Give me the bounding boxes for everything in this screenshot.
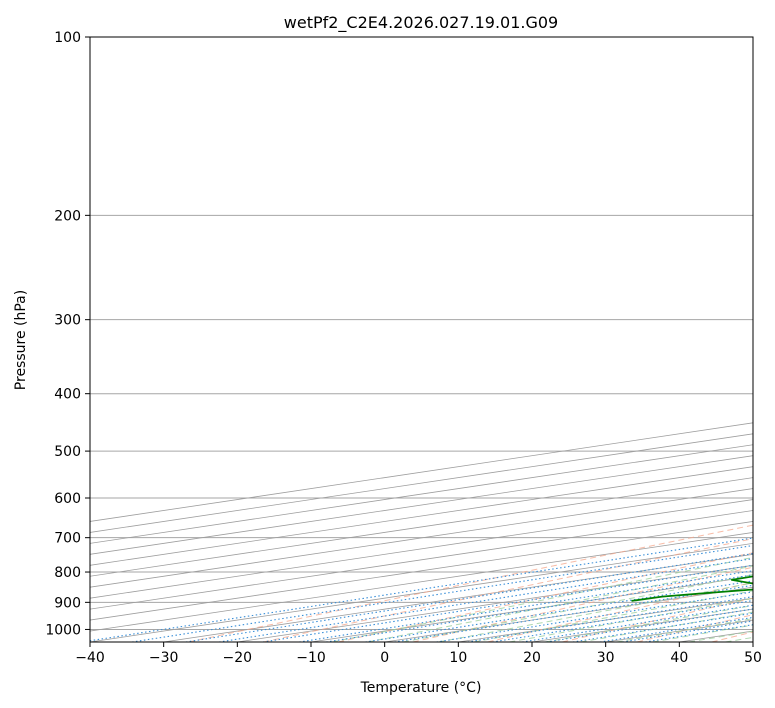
isotherm-line xyxy=(90,455,753,555)
x-tick-label: 0 xyxy=(380,650,389,666)
mixing-ratio-line xyxy=(365,580,753,642)
mixing-ratio-line xyxy=(262,564,753,642)
y-tick-label: 200 xyxy=(54,208,81,224)
background-lines xyxy=(90,37,753,642)
mixing-ratio-line xyxy=(326,574,753,642)
chart-title: wetPf2_C2E4.2026.027.19.01.G09 xyxy=(284,13,558,33)
isotherm-line xyxy=(90,422,753,522)
x-tick-label: 40 xyxy=(670,650,688,666)
x-tick-label: 20 xyxy=(523,650,541,666)
y-tick-label: 500 xyxy=(54,444,81,460)
moist-adiabat-line xyxy=(402,574,753,642)
moist-adiabat-line xyxy=(438,582,753,642)
dry-adiabat-line xyxy=(487,581,753,642)
dry-adiabat-line xyxy=(412,566,753,642)
x-tick-label: −40 xyxy=(75,650,105,666)
moist-adiabat-line xyxy=(544,604,753,642)
x-tick-label: 50 xyxy=(744,650,762,666)
dry-adiabat-line xyxy=(636,614,753,642)
isotherm-line xyxy=(458,597,753,642)
isotherm-line xyxy=(90,433,753,533)
moist-adiabat-line xyxy=(509,597,753,642)
isotherm-line xyxy=(90,532,753,632)
isotherm-line xyxy=(752,641,753,642)
mixing-ratio-line xyxy=(299,570,753,642)
isotherm-line xyxy=(90,542,753,642)
mixing-ratio-line xyxy=(131,544,753,642)
dry-adiabat-line xyxy=(711,631,753,642)
isotherm-line xyxy=(90,510,753,610)
x-tick-label: −20 xyxy=(223,650,253,666)
y-tick-label: 400 xyxy=(54,387,81,403)
isotherm-line xyxy=(90,499,753,599)
isotherm-line xyxy=(679,630,753,642)
moist-adiabat-line xyxy=(580,611,753,642)
isotherm-line xyxy=(310,575,753,642)
x-tick-label: 10 xyxy=(449,650,467,666)
moist-adiabat-line xyxy=(616,618,753,642)
x-axis-ticks: −40 −30 −20 −10 0 10 20 30 40 50 xyxy=(75,642,762,666)
moist-adiabat-line xyxy=(331,556,753,642)
y-tick-label: 900 xyxy=(54,595,81,611)
x-tick-label: −10 xyxy=(296,650,326,666)
y-axis-label: Pressure (hPa) xyxy=(13,290,29,390)
x-tick-label: 30 xyxy=(597,650,615,666)
dry-adiabat-line xyxy=(188,524,753,642)
y-tick-label: 100 xyxy=(54,30,81,46)
y-axis-ticks: 100 200 300 400 500 600 700 800 900 1000 xyxy=(45,30,90,638)
isotherm-line xyxy=(90,477,753,577)
isotherm-line xyxy=(384,586,753,642)
x-axis-label: Temperature (°C) xyxy=(360,680,482,696)
y-tick-label: 800 xyxy=(54,565,81,581)
mixing-ratio-line xyxy=(90,537,753,642)
moist-adiabat-line xyxy=(473,590,753,642)
isotherm-line xyxy=(605,619,753,642)
y-tick-label: 700 xyxy=(54,531,81,547)
isotherm-line xyxy=(90,488,753,588)
dry-adiabat-line xyxy=(562,597,753,642)
mixing-ratio-line xyxy=(572,612,753,642)
isotherm-line xyxy=(90,521,753,621)
isotherm-line xyxy=(531,608,753,642)
y-tick-label: 600 xyxy=(54,491,81,507)
y-tick-label: 300 xyxy=(54,313,81,329)
isotherm-line xyxy=(90,466,753,566)
mixing-ratio-line xyxy=(218,558,753,642)
y-tick-label: 1000 xyxy=(45,622,81,638)
plot-frame xyxy=(89,36,754,643)
moist-adiabat-line xyxy=(725,636,753,642)
isotherm-line xyxy=(90,444,753,544)
mixing-ratio-line xyxy=(185,553,753,642)
x-tick-label: −30 xyxy=(149,650,179,666)
